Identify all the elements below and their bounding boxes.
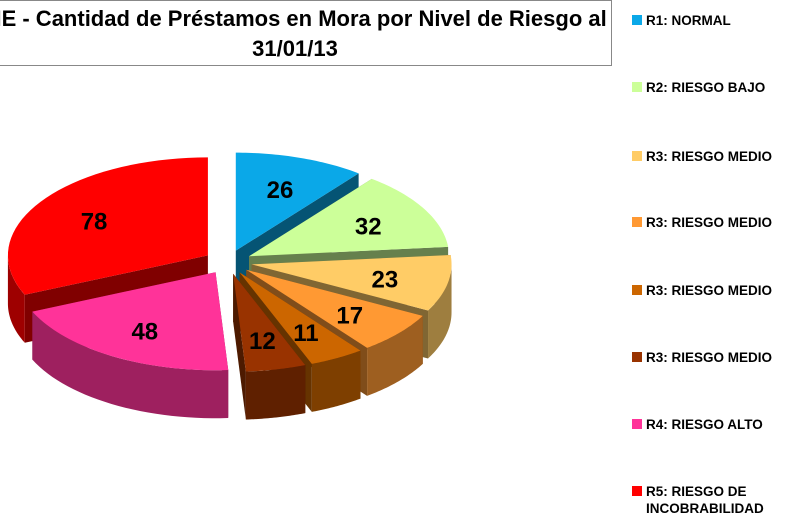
legend-swatch [632, 15, 642, 25]
slice-top [32, 272, 229, 371]
legend-item: R5: RIESGO DE INCOBRABILIDAD [632, 483, 807, 517]
legend-item: R4: RIESGO ALTO [632, 416, 807, 433]
legend-label: R5: RIESGO DE INCOBRABILIDAD [646, 484, 764, 516]
slice-side [367, 315, 423, 396]
slice-wall [233, 273, 246, 420]
data-label: 23 [372, 267, 399, 294]
legend-swatch [632, 486, 642, 496]
legend-label: R3: RIESGO MEDIO [646, 350, 773, 365]
slice-top [233, 273, 306, 372]
slice-side [311, 350, 361, 412]
slice-side [245, 365, 306, 420]
slice-top [251, 255, 452, 311]
legend-swatch [632, 82, 642, 92]
slice-top [7, 157, 208, 295]
legend-label: R2: RIESGO BAJO [646, 80, 766, 95]
slice-side [428, 264, 452, 359]
legend-label: R4: RIESGO ALTO [646, 417, 763, 432]
data-label: 26 [267, 177, 294, 204]
data-label: 12 [249, 328, 276, 355]
data-label: 78 [81, 208, 108, 235]
slice-top [246, 269, 423, 348]
slice [32, 272, 229, 419]
legend-item: R3: RIESGO MEDIO [632, 148, 807, 165]
chart-title: ME - Cantidad de Préstamos en Mora por N… [0, 0, 612, 66]
legend-item: R3: RIESGO MEDIO [632, 282, 807, 299]
legend-label: R3: RIESGO MEDIO [646, 283, 773, 298]
legend-swatch [632, 285, 642, 295]
data-label: 17 [336, 302, 363, 329]
slice-top [235, 152, 359, 251]
slice-side [32, 311, 229, 419]
legend-item: R1: NORMAL [632, 12, 807, 29]
legend-swatch [632, 151, 642, 161]
legend-label: R3: RIESGO MEDIO [646, 149, 773, 164]
slice-top [239, 272, 361, 364]
legend-label: R1: NORMAL [646, 13, 731, 28]
legend-item: R2: RIESGO BAJO [632, 79, 807, 96]
data-label: 32 [355, 213, 382, 240]
legend-item: R3: RIESGO MEDIO [632, 349, 807, 366]
legend-label: R3: RIESGO MEDIO [646, 215, 773, 230]
slice-side [7, 255, 25, 343]
slice-top [249, 178, 449, 257]
plot: 26 32 23 17 11 12 48 78 [7, 152, 452, 420]
legend-swatch [632, 419, 642, 429]
data-label: 11 [293, 320, 318, 347]
slice [233, 273, 306, 420]
legend-item: R3: RIESGO MEDIO [632, 214, 807, 231]
legend-swatch [632, 217, 642, 227]
data-label: 48 [131, 319, 158, 346]
legend-swatch [632, 352, 642, 362]
